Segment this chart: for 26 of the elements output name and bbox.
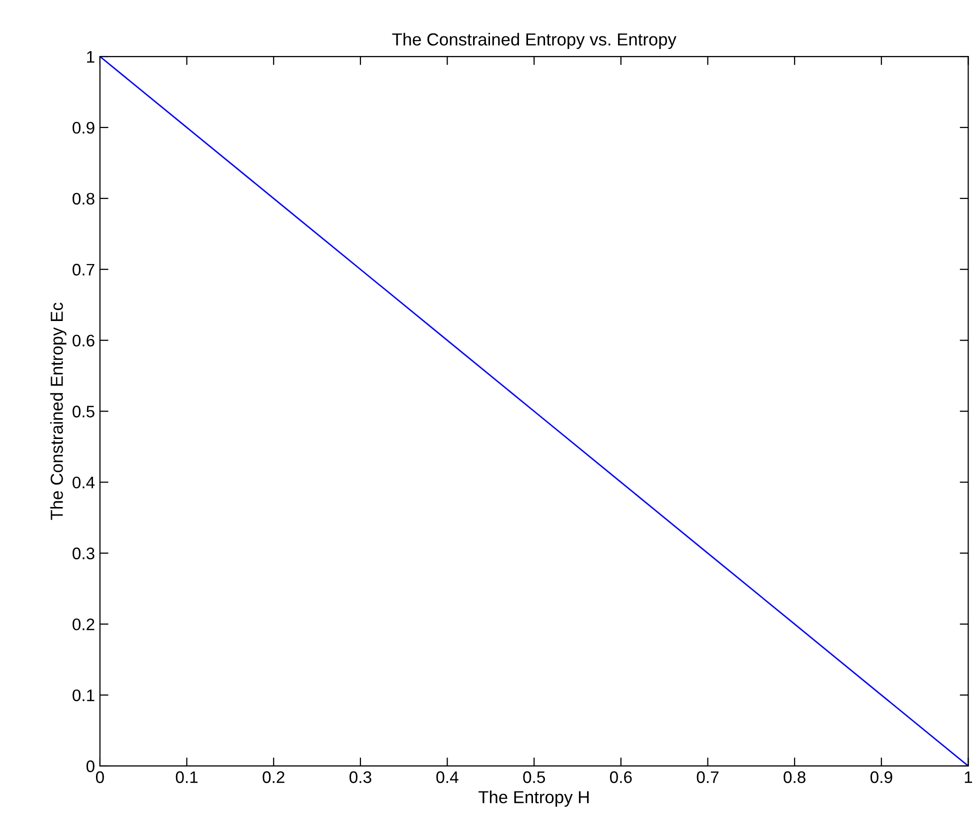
x-tick-label: 0.8	[784, 771, 806, 784]
y-tick-label: 0.3	[72, 548, 94, 560]
x-tick-label: 0.1	[176, 771, 198, 784]
x-tick-label: 0.9	[870, 771, 892, 784]
x-tick-label: 0	[96, 771, 104, 784]
x-tick-label: 0.3	[350, 771, 372, 784]
x-tick-label: 0.7	[696, 771, 719, 784]
y-tick-label: 0.4	[72, 476, 95, 488]
y-tick-label: 1	[87, 51, 94, 63]
x-axis-title: The Entropy H	[478, 790, 589, 807]
line-series	[100, 56, 968, 766]
y-tick-label: 0.1	[72, 689, 94, 702]
x-tick-label: 0.5	[523, 771, 545, 784]
y-tick-label: 0.2	[72, 618, 94, 630]
x-tick-label: 0.4	[436, 771, 458, 784]
y-axis-title: The Constrained Entropy Ec	[50, 302, 66, 520]
x-tick-label: 1	[964, 771, 972, 783]
x-tick-label: 0.6	[610, 771, 632, 784]
y-tick-label: 0.8	[72, 192, 94, 205]
y-tick-label: 0.5	[72, 406, 94, 418]
x-tick-label: 0.2	[262, 771, 284, 784]
y-tick-label: 0.9	[72, 122, 94, 134]
y-tick-label: 0	[86, 760, 94, 772]
y-tick-label: 0.7	[72, 264, 94, 276]
chart-title: The Constrained Entropy vs. Entropy	[392, 32, 676, 50]
y-tick-label: 0.6	[72, 334, 94, 347]
